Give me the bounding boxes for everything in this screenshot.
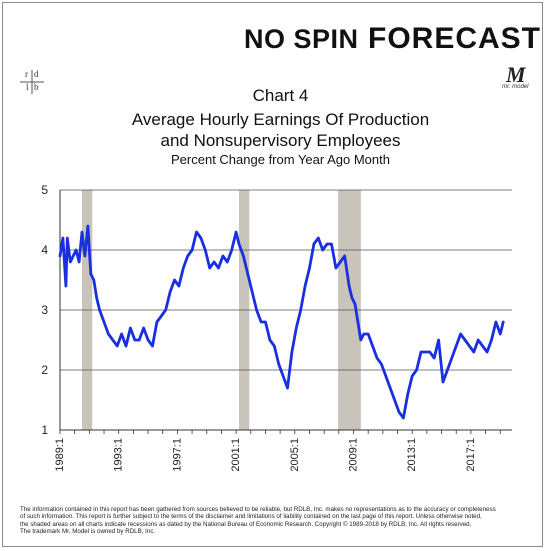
mr-model-mark: M <box>506 62 526 87</box>
x-tick-label: 2005:1 <box>289 438 301 472</box>
chart-title-line2: and Nonsupervisory Employees <box>160 131 401 150</box>
y-tick-label: 5 <box>41 183 48 197</box>
chart-title-line1: Average Hourly Earnings Of Production <box>131 110 430 129</box>
axes <box>59 190 512 434</box>
disclaimer-line-2: of such information. This report is furt… <box>20 513 482 521</box>
x-tick-label: 2001:1 <box>230 438 242 472</box>
grid-lines <box>60 189 512 431</box>
rdlb-letter-l: l <box>26 82 29 92</box>
x-tick-label: 1989:1 <box>54 438 66 472</box>
rdlb-letter-b: b <box>34 82 39 92</box>
disclaimer-line-1: The information contained in this report… <box>20 506 496 513</box>
x-tick-label: 1997:1 <box>171 438 183 472</box>
rdlb-grid-icon <box>20 70 44 94</box>
y-tick-labels: 1 2 3 4 5 <box>41 183 48 437</box>
y-tick-label: 3 <box>41 303 48 317</box>
disclaimer: The information contained in this report… <box>20 506 530 536</box>
series-line <box>58 224 505 420</box>
line-chart: 1 2 3 4 5 1989:1 1993:1 1997:1 2001:1 2005:1 2009… <box>41 183 512 472</box>
brand-logo: NO SPIN FORECAST <box>244 22 540 60</box>
series-layer <box>58 224 505 420</box>
mr-model-tagline: mr. model <box>502 84 529 90</box>
x-tick-label: 2013:1 <box>406 438 418 472</box>
disclaimer-line-3: the shaded areas on all charts indicate … <box>20 520 472 528</box>
y-tick-label: 4 <box>41 243 48 257</box>
brand-right-text: FORECAST <box>368 22 541 55</box>
y-tick-label: 1 <box>41 423 48 437</box>
rdlb-logo: r d l b <box>18 69 46 94</box>
rdlb-letter-r: r <box>25 69 28 79</box>
page-frame <box>2 2 543 547</box>
y-tick-label: 2 <box>41 363 48 377</box>
rdlb-letter-d: d <box>34 69 39 79</box>
x-tick-labels: 1989:1 1993:1 1997:1 2001:1 2005:1 2009:1 2013… <box>54 438 477 472</box>
x-tick-label: 1993:1 <box>113 438 125 472</box>
x-tick-label: 2017:1 <box>465 438 477 472</box>
x-tick-label: 2009:1 <box>348 438 360 472</box>
chart-number: Chart 4 <box>252 86 309 105</box>
brand-left-text: NO SPIN <box>244 24 359 54</box>
mr-model-logo: M mr. model <box>500 62 536 92</box>
disclaimer-line-4: The trademark Mr. Model is owned by RDLB… <box>20 528 156 536</box>
chart-subtitle: Percent Change from Year Ago Month <box>171 152 390 167</box>
